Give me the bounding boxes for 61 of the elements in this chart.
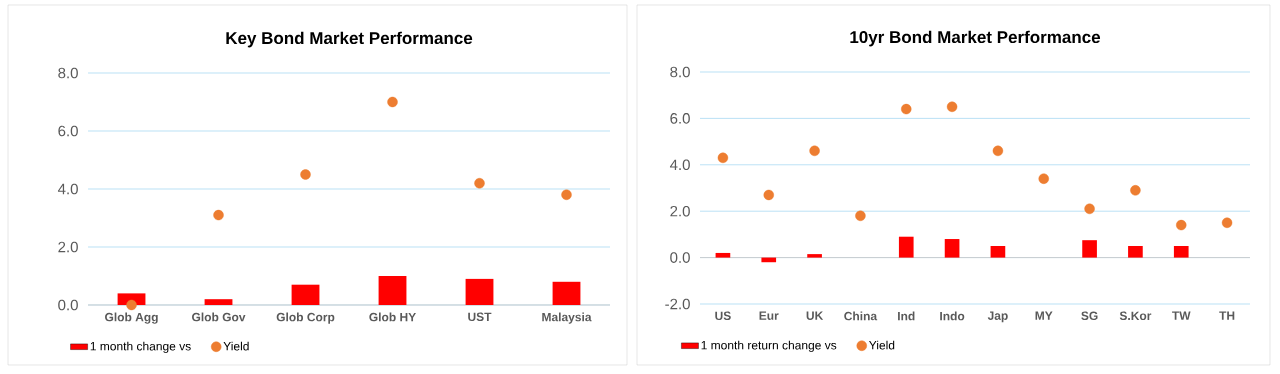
x-tick-label: Glob HY	[369, 312, 416, 322]
x-tick-label: China	[844, 311, 878, 321]
y-tick-label: -2.0	[665, 298, 690, 310]
chart-title: Key Bond Market Performance	[226, 31, 473, 48]
bar	[944, 239, 960, 258]
chart-title: 10yr Bond Market Performance	[850, 30, 1101, 47]
x-tick-label: MY	[1035, 311, 1053, 320]
y-tick-label: 4.0	[57, 183, 78, 195]
bar	[1082, 240, 1097, 258]
point	[474, 177, 485, 189]
bar	[807, 254, 822, 258]
legend-label: 1 month change vs	[90, 341, 191, 353]
point	[126, 299, 137, 311]
x-tick-label: Ind	[898, 311, 915, 321]
point	[763, 189, 774, 201]
point	[992, 145, 1004, 157]
legend-label: 1 month return change vs	[701, 340, 837, 352]
x-tick-label: Indo	[940, 311, 965, 321]
point	[300, 169, 311, 180]
x-tick-label: US	[715, 311, 731, 321]
y-tick-label: 6.0	[58, 125, 78, 137]
x-tick-label: Glob Corp	[276, 312, 335, 324]
point	[809, 145, 820, 157]
y-tick-label: 8.0	[58, 67, 78, 79]
point	[387, 96, 398, 108]
point	[213, 209, 224, 221]
x-tick-label: SG	[1081, 311, 1098, 321]
y-tick-label: 0.0	[58, 299, 78, 311]
point	[717, 152, 729, 164]
y-tick-label: 6.0	[670, 113, 690, 124]
point	[1221, 217, 1233, 228]
x-tick-label: TW	[1172, 311, 1191, 320]
x-tick-label: Malaysia	[542, 312, 592, 324]
y-tick-label: 4.0	[669, 159, 690, 171]
bar	[990, 245, 1006, 258]
point	[1176, 219, 1187, 231]
point	[1130, 185, 1141, 196]
y-tick-label: 0.0	[670, 252, 690, 263]
x-tick-label: TH	[1219, 311, 1235, 320]
bar	[1128, 245, 1143, 258]
point	[901, 103, 912, 115]
point	[1038, 173, 1049, 184]
y-tick-label: 8.0	[670, 66, 690, 78]
point	[855, 210, 866, 222]
x-tick-label: Glob Agg	[105, 312, 158, 324]
point	[561, 189, 572, 200]
x-tick-label: UK	[806, 311, 824, 320]
bar	[1173, 245, 1189, 258]
legend-label: Yield	[223, 341, 249, 351]
x-tick-label: Glob Gov	[192, 312, 246, 322]
bar	[715, 252, 731, 258]
x-tick-label: S.Kor	[1119, 311, 1152, 321]
point	[946, 101, 958, 112]
x-tick-label: UST	[468, 312, 492, 322]
y-tick-label: 2.0	[670, 205, 690, 217]
point	[1084, 203, 1095, 215]
bar	[898, 236, 914, 258]
x-tick-label: Eur	[759, 311, 779, 320]
x-tick-label: Jap	[987, 311, 1008, 323]
legend-label: Yield	[869, 340, 895, 350]
y-tick-label: 2.0	[58, 241, 78, 253]
